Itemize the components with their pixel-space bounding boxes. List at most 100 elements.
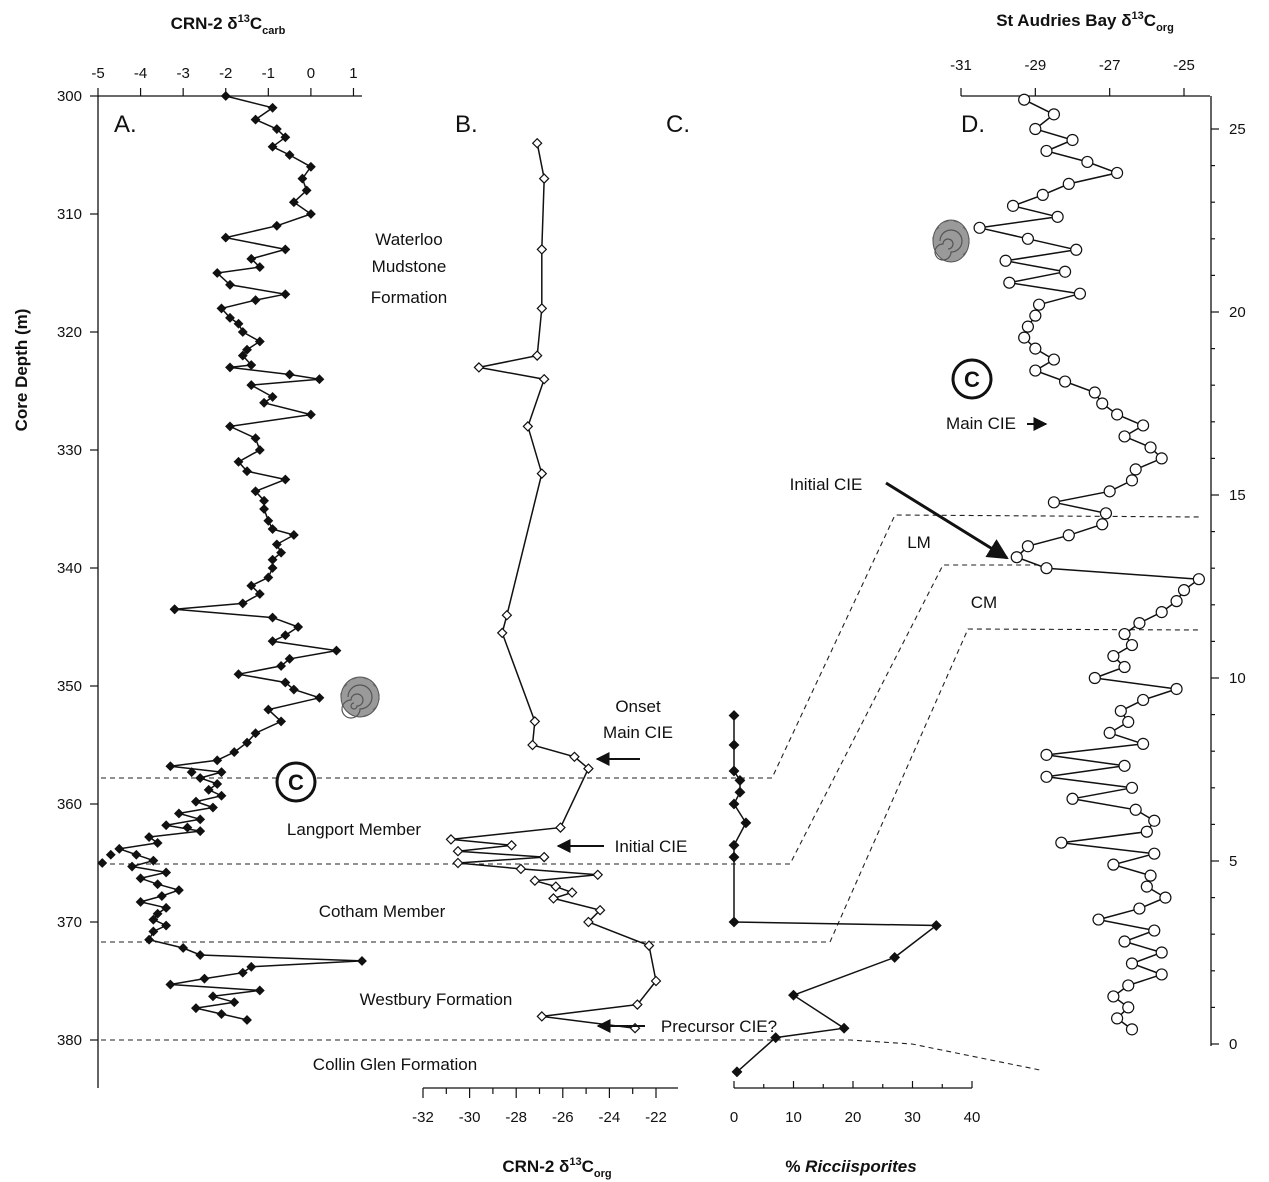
data-point-panel-c [838, 1022, 850, 1034]
data-point-panel-d [1110, 408, 1124, 421]
x-tick-label-panel-a: -3 [176, 65, 189, 82]
data-point-panel-d [1192, 573, 1205, 586]
data-point-panel-a [212, 268, 223, 278]
label-onset: Onset [615, 697, 661, 716]
title-panel-b: CRN-2 δ13Corg [502, 1156, 611, 1180]
data-point-panel-a [267, 524, 278, 534]
x-tick-label-panel-b: -32 [412, 1109, 434, 1126]
data-point-panel-a [254, 589, 265, 599]
y-tick-label: 360 [57, 796, 82, 813]
data-point-panel-b [594, 904, 606, 916]
data-point-panel-a [229, 747, 240, 758]
data-point-panel-b [536, 468, 548, 479]
data-point-panel-a [152, 908, 163, 919]
data-point-panel-a [246, 961, 257, 972]
series-line-panel-c [733, 715, 939, 1073]
data-point-panel-a [148, 855, 159, 866]
data-point-panel-b [536, 1011, 548, 1022]
data-point-panel-b [473, 362, 485, 373]
title-panel-d: St Audries Bay δ13Corg [996, 10, 1174, 34]
svg-text:C: C [964, 367, 980, 392]
data-point-panel-d [1029, 122, 1042, 136]
data-point-panel-d [1092, 913, 1105, 926]
data-point-panel-a [280, 289, 291, 300]
data-point-panel-d [1140, 880, 1153, 893]
data-point-panel-d [1029, 364, 1042, 377]
data-point-panel-a [242, 466, 252, 477]
data-point-panel-a [267, 563, 278, 573]
data-point-panel-b [548, 893, 559, 904]
data-point-panel-b [501, 609, 513, 621]
data-point-panel-d [1125, 781, 1139, 794]
data-point-panel-a [195, 950, 206, 960]
data-point-panel-a [97, 858, 108, 868]
data-point-panel-b [555, 822, 566, 833]
label-initial-cie-b: Initial CIE [615, 837, 688, 856]
boundary-lines [101, 514, 1202, 1071]
data-point-panel-a [127, 861, 137, 872]
data-point-panel-a [156, 891, 167, 901]
data-point-panel-d [1103, 485, 1116, 498]
data-point-panel-d [1062, 529, 1075, 542]
data-point-panel-b [538, 851, 550, 863]
data-point-panel-d [1051, 210, 1064, 223]
data-point-panel-a [135, 873, 146, 884]
data-point-panel-a [250, 728, 261, 739]
data-point-panel-a [203, 784, 214, 795]
data-point-panel-b [592, 869, 604, 881]
data-point-panel-a [225, 279, 235, 290]
data-point-panel-d [1103, 726, 1116, 740]
data-point-panel-a [173, 885, 184, 896]
data-point-panel-d [1155, 968, 1168, 981]
data-point-panel-d [1155, 946, 1168, 959]
data-point-panel-c [728, 710, 740, 721]
series-layer [97, 92, 1205, 1078]
label-main-cie-d: Main CIE [946, 414, 1016, 433]
data-point-panel-a [131, 849, 142, 860]
data-point-panel-a [225, 312, 235, 323]
data-point-panel-d [1118, 627, 1131, 641]
data-point-panel-d [1125, 1023, 1139, 1036]
data-point-panel-d [1066, 133, 1079, 147]
data-point-panel-c [728, 798, 740, 810]
data-point-panel-a [199, 973, 210, 984]
data-point-panel-a [191, 796, 201, 807]
data-point-panel-d [1021, 540, 1035, 553]
data-point-panel-b [515, 863, 527, 875]
data-point-panel-d [1125, 474, 1139, 487]
data-point-panel-a [267, 636, 278, 647]
data-point-panel-a [212, 779, 223, 789]
data-point-panel-a [105, 849, 116, 860]
boundary-westbury-collin [101, 1039, 1041, 1071]
y-tick-label-panel-d: 0 [1229, 1036, 1237, 1053]
label-cm: CM [971, 593, 997, 612]
data-point-panel-a [186, 767, 197, 778]
data-point-panel-a [250, 486, 261, 497]
series-line-panel-b [450, 143, 657, 1029]
data-point-panel-a [165, 979, 176, 990]
data-point-panel-c [740, 817, 752, 829]
label-waterloo-3: Formation [371, 288, 448, 307]
data-point-panel-a [314, 692, 325, 703]
data-point-panel-a [233, 456, 244, 467]
y-tick-label: 300 [57, 88, 82, 105]
data-point-panel-d [1018, 93, 1031, 106]
label-westbury: Westbury Formation [360, 990, 513, 1009]
data-point-panel-a [246, 360, 257, 370]
y-tick-label-panel-d: 25 [1229, 121, 1246, 138]
data-point-panel-a [288, 530, 299, 540]
data-point-panel-c [734, 774, 746, 786]
data-point-panel-d [1096, 397, 1109, 410]
y-tick-label: 310 [57, 206, 82, 223]
data-point-panel-d [1137, 693, 1150, 707]
y-tick-label-panel-d: 15 [1229, 487, 1246, 504]
data-point-panel-a [246, 580, 257, 591]
data-point-panel-c [728, 765, 740, 777]
data-point-panel-a [242, 1015, 252, 1025]
data-point-panel-a [237, 598, 248, 609]
data-point-panel-b [531, 350, 543, 361]
data-point-panel-d [1177, 584, 1191, 597]
x-tick-label-panel-d: -25 [1173, 57, 1195, 74]
data-point-panel-c [728, 739, 740, 751]
data-point-panel-d [1140, 825, 1153, 838]
